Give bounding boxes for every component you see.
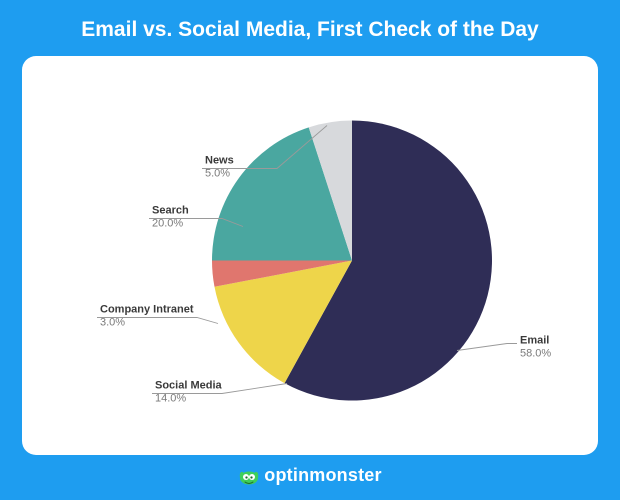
chart-title: Email vs. Social Media, First Check of t…: [22, 18, 598, 42]
slice-label-search: Search20.0%: [152, 205, 189, 230]
slice-label-intranet: Company Intranet3.0%: [100, 304, 194, 329]
optinmonster-logo-icon: [238, 467, 260, 485]
brand-name: optinmonster: [264, 465, 381, 486]
slice-label-news: News5.0%: [205, 155, 234, 180]
chart-card: Email58.0% Social Media14.0% Company Intra…: [22, 56, 598, 455]
slice-label-social: Social Media14.0%: [155, 380, 223, 405]
infographic-frame: Email vs. Social Media, First Check of t…: [0, 0, 620, 500]
brand-footer: optinmonster: [22, 465, 598, 486]
pie-chart: Email58.0% Social Media14.0% Company Intra…: [22, 56, 598, 455]
slice-label-email: Email58.0%: [520, 335, 551, 360]
leader-email: [457, 344, 517, 351]
